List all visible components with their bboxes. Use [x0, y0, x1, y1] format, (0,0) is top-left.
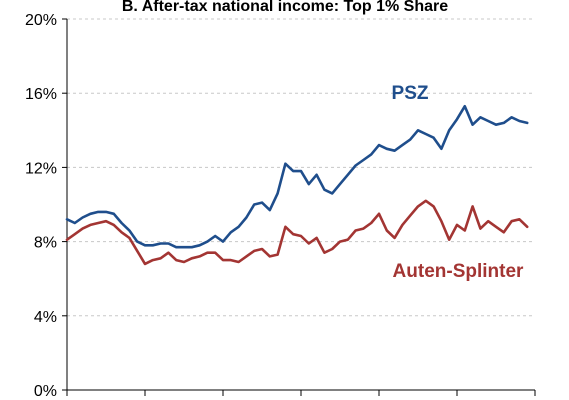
y-tick-label: 0%	[34, 383, 57, 400]
y-tick-label: 20%	[25, 12, 57, 29]
y-tick-label: 4%	[34, 309, 57, 326]
gridlines	[67, 18, 535, 317]
y-tick-label: 12%	[25, 160, 57, 177]
y-tick-label: 16%	[25, 86, 57, 103]
axes: 0% 4% 8% 12% 16% 20%	[25, 12, 536, 400]
series-labels: PSZ Auten-Splinter	[392, 83, 525, 282]
series-line-auten-splinter	[65, 199, 529, 266]
chart-title: B. After-tax national income: Top 1% Sha…	[122, 0, 448, 15]
series-lines	[65, 104, 529, 266]
series-label-psz: PSZ	[392, 83, 429, 104]
y-tick-label: 8%	[34, 235, 57, 252]
series-line-psz	[65, 104, 529, 249]
series-label-auten-splinter: Auten-Splinter	[393, 261, 524, 282]
